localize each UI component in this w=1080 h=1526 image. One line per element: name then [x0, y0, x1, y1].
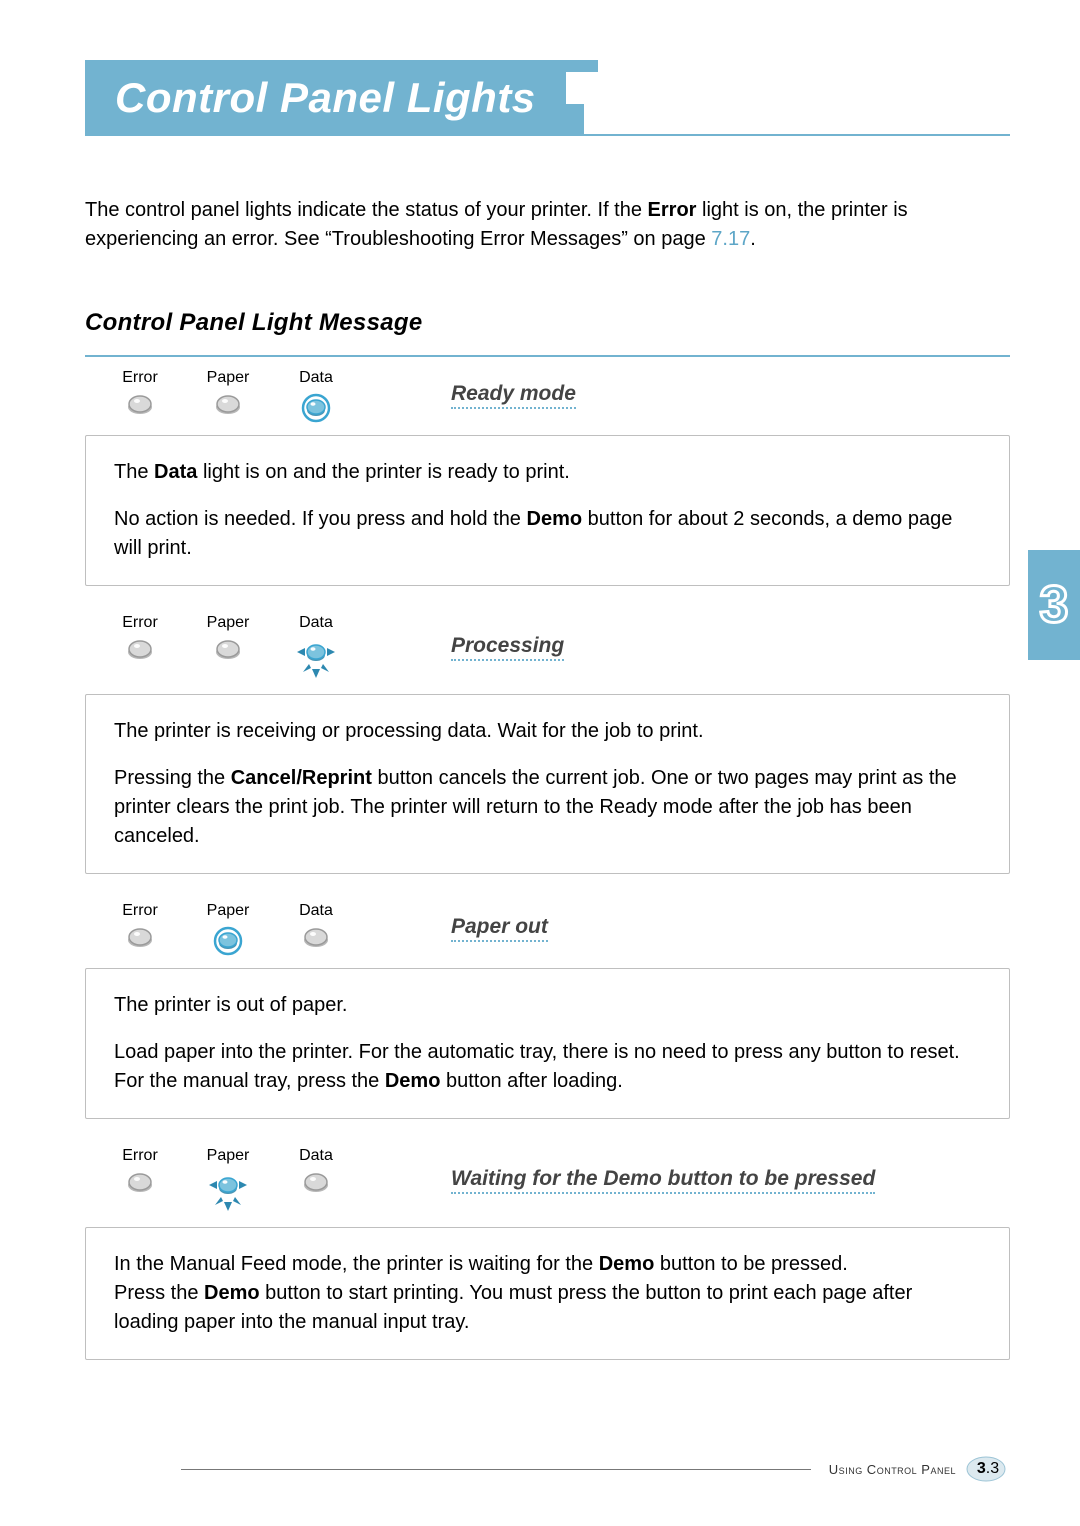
footer-section-name: Using Control Panel	[829, 1462, 956, 1477]
paper-led: Paper	[203, 369, 253, 423]
status-card: Error Paper Data Waiting for the Demo bu…	[85, 1135, 1010, 1360]
card-header: Error Paper Data Waiting for the Demo bu…	[85, 1135, 1010, 1227]
status-card: Error Paper Data Processing The printer i…	[85, 602, 1010, 874]
bold-term: Demo	[527, 508, 583, 530]
card-body: The printer is receiving or processing d…	[85, 694, 1010, 874]
led-off-icon	[126, 393, 154, 415]
bold-term: Data	[154, 461, 197, 483]
data-led-label: Data	[299, 1147, 333, 1165]
card-paragraph: The Data light is on and the printer is …	[114, 458, 981, 487]
led-off-icon	[126, 638, 154, 660]
status-card-list: Error Paper Data Ready mode The Data ligh…	[85, 355, 1010, 1360]
page-ref-link[interactable]: 7.17	[711, 228, 750, 250]
chapter-tab: 3	[1028, 550, 1080, 660]
page-number: 3.3	[977, 1460, 999, 1478]
card-paragraph: In the Manual Feed mode, the printer is …	[114, 1250, 981, 1279]
error-led-label: Error	[122, 369, 158, 387]
error-led: Error	[115, 1147, 165, 1215]
error-led: Error	[115, 902, 165, 956]
card-paragraph: The printer is receiving or processing d…	[114, 717, 981, 746]
error-led: Error	[115, 369, 165, 423]
led-blink-icon	[291, 638, 341, 682]
led-row: Error Paper Data	[115, 369, 341, 423]
led-on-icon	[300, 393, 332, 423]
intro-text-pre: The control panel lights indicate the st…	[85, 199, 648, 221]
error-led-label: Error	[122, 1147, 158, 1165]
paper-led: Paper	[203, 902, 253, 956]
data-led: Data	[291, 1147, 341, 1215]
card-paragraph: The printer is out of paper.	[114, 991, 981, 1020]
page-title: Control Panel Lights	[85, 60, 566, 136]
card-body: In the Manual Feed mode, the printer is …	[85, 1227, 1010, 1360]
mode-title-wrap: Waiting for the Demo button to be presse…	[451, 1167, 875, 1196]
page-number-badge: 3.3	[966, 1454, 1010, 1484]
error-led-label: Error	[122, 614, 158, 632]
card-header: Error Paper Data Processing	[85, 602, 1010, 694]
mode-title: Paper out	[451, 915, 548, 944]
bold-term: Demo	[599, 1253, 655, 1275]
data-led: Data	[291, 614, 341, 682]
led-off-icon	[126, 926, 154, 948]
bold-term: Demo	[204, 1282, 260, 1304]
page-footer: Using Control Panel 3.3	[181, 1454, 1010, 1484]
paper-led: Paper	[203, 1147, 253, 1215]
card-header: Error Paper Data Paper out	[85, 890, 1010, 968]
mode-title-wrap: Paper out	[451, 915, 548, 944]
led-row: Error Paper Data	[115, 902, 341, 956]
section-subheading: Control Panel Light Message	[85, 309, 1010, 337]
status-card: Error Paper Data Paper outThe printer is…	[85, 890, 1010, 1119]
error-led-label: Error	[122, 902, 158, 920]
mode-title-wrap: Ready mode	[451, 382, 576, 411]
led-on-icon	[212, 926, 244, 956]
status-card: Error Paper Data Ready mode The Data ligh…	[85, 357, 1010, 586]
mode-title: Ready mode	[451, 382, 576, 411]
chapter-number: 3	[1040, 575, 1069, 635]
card-paragraph: Pressing the Cancel/Reprint button cance…	[114, 764, 981, 851]
bold-term: Cancel/Reprint	[231, 767, 372, 789]
data-led: Data	[291, 369, 341, 423]
mode-title: Waiting for the Demo button to be presse…	[451, 1167, 875, 1196]
card-paragraph: Load paper into the printer. For the aut…	[114, 1038, 981, 1096]
led-row: Error Paper Data	[115, 1147, 341, 1215]
led-off-icon	[126, 1171, 154, 1193]
data-led-label: Data	[299, 369, 333, 387]
intro-bold-error: Error	[648, 199, 697, 221]
intro-text-post: .	[750, 228, 756, 250]
mode-title: Processing	[451, 634, 564, 663]
paper-led-label: Paper	[207, 614, 250, 632]
paper-led: Paper	[203, 614, 253, 682]
led-off-icon	[214, 393, 242, 415]
page-title-banner: Control Panel Lights	[85, 60, 1010, 136]
paper-led-label: Paper	[207, 1147, 250, 1165]
card-paragraph: No action is needed. If you press and ho…	[114, 505, 981, 563]
paper-led-label: Paper	[207, 369, 250, 387]
card-body: The printer is out of paper. Load paper i…	[85, 968, 1010, 1119]
led-row: Error Paper Data	[115, 614, 341, 682]
bold-term: Demo	[385, 1070, 441, 1092]
document-page: Control Panel Lights The control panel l…	[0, 0, 1080, 1526]
card-header: Error Paper Data Ready mode	[85, 357, 1010, 435]
paper-led-label: Paper	[207, 902, 250, 920]
led-off-icon	[214, 638, 242, 660]
led-off-icon	[302, 926, 330, 948]
data-led: Data	[291, 902, 341, 956]
data-led-label: Data	[299, 902, 333, 920]
data-led-label: Data	[299, 614, 333, 632]
mode-title-wrap: Processing	[451, 634, 564, 663]
footer-rule	[181, 1469, 811, 1470]
card-body: The Data light is on and the printer is …	[85, 435, 1010, 586]
error-led: Error	[115, 614, 165, 682]
led-off-icon	[302, 1171, 330, 1193]
card-paragraph: Press the Demo button to start printing.…	[114, 1279, 981, 1337]
title-decoration	[566, 60, 1010, 136]
led-blink-icon	[203, 1171, 253, 1215]
intro-paragraph: The control panel lights indicate the st…	[85, 196, 1010, 254]
